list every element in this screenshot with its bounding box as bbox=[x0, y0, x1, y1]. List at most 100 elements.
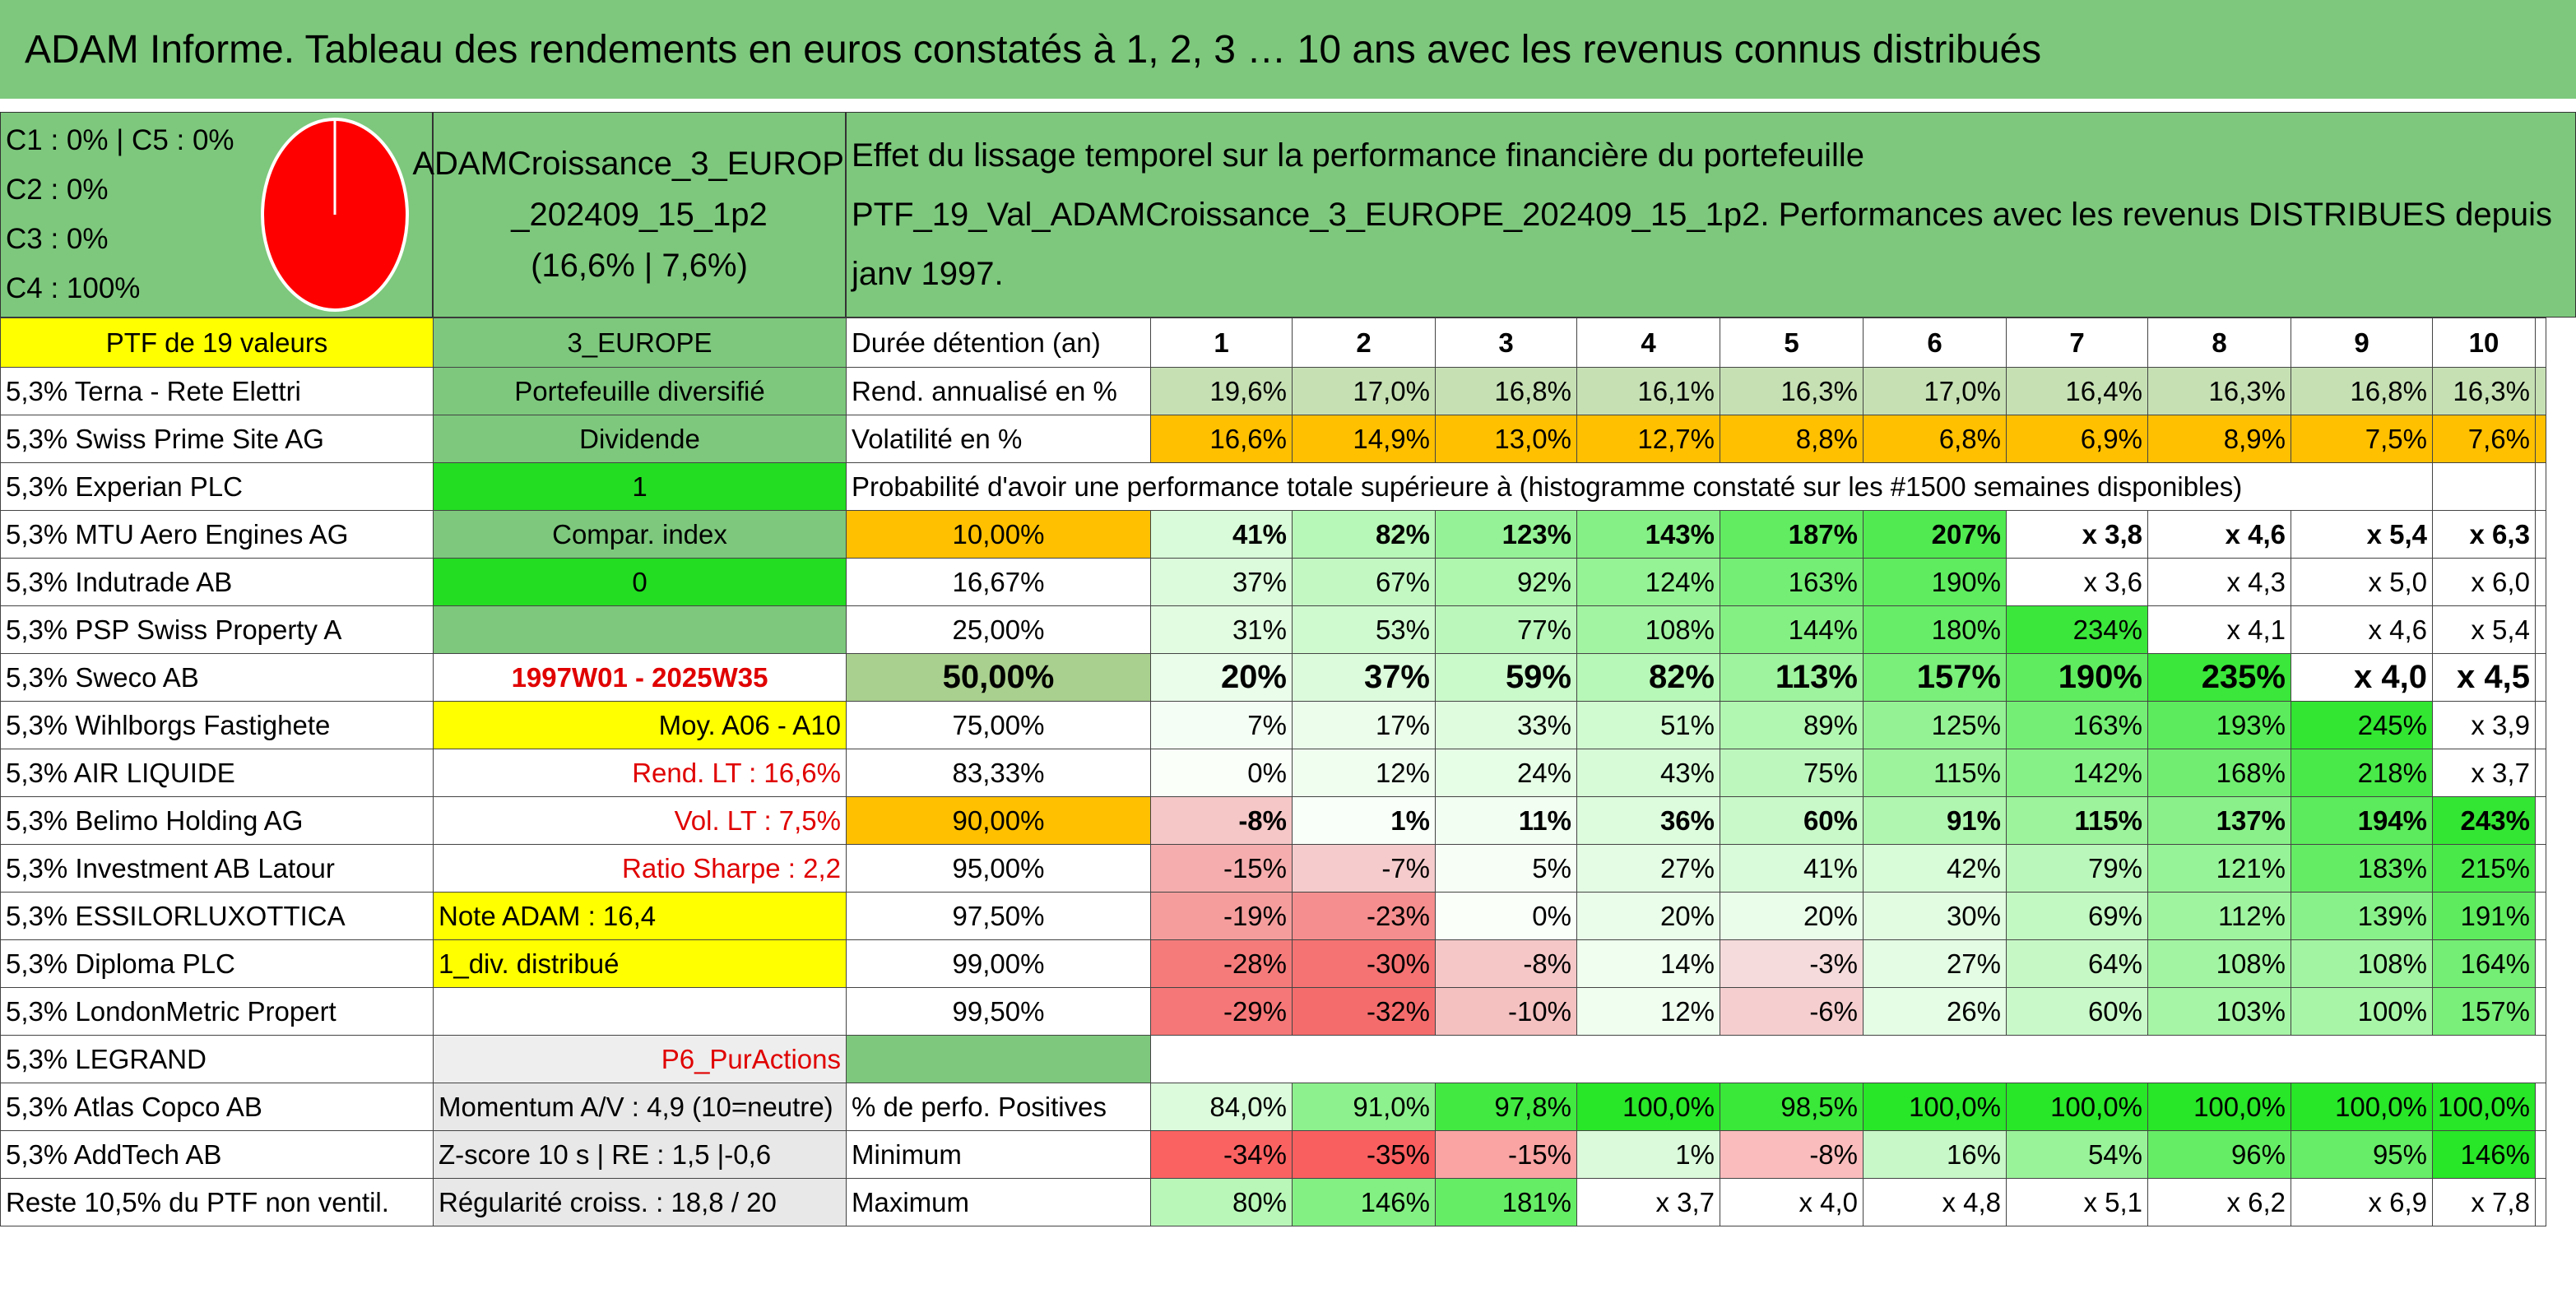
maximum-label: Maximum bbox=[846, 1178, 1151, 1226]
quantile-value: 20% bbox=[1150, 653, 1293, 702]
allocation-c4: C4 : 100% bbox=[6, 272, 141, 304]
holding-name: 5,3% MTU Aero Engines AG bbox=[0, 510, 434, 559]
quantile-value: 125% bbox=[1863, 701, 2007, 749]
quantile-value: 163% bbox=[1720, 558, 1864, 606]
duration-label: Durée détention (an) bbox=[846, 318, 1151, 368]
info-period: 1997W01 - 2025W35 bbox=[433, 653, 847, 702]
minimum-value: 1% bbox=[1576, 1130, 1720, 1179]
quantile-value: 139% bbox=[2291, 892, 2433, 940]
year-header-3: 3 bbox=[1435, 318, 1577, 368]
minimum-value: -35% bbox=[1292, 1130, 1436, 1179]
positives-value: 100,0% bbox=[2432, 1083, 2536, 1131]
quantile-value: 103% bbox=[2147, 987, 2291, 1036]
quantile-value: 194% bbox=[2291, 796, 2433, 845]
holding-name: 5,3% Swiss Prime Site AG bbox=[0, 415, 434, 463]
table-row: 5,3% Diploma PLC 1_div. distribué 99,00% -2… bbox=[0, 939, 2546, 988]
quantile-value: 115% bbox=[1863, 749, 2007, 797]
quantile-label: 25,00% bbox=[846, 605, 1151, 654]
quantile-value: 51% bbox=[1576, 701, 1720, 749]
maximum-value: x 3,7 bbox=[1576, 1178, 1720, 1226]
rend-label: Rend. annualisé en % bbox=[846, 367, 1151, 415]
info-compar-index: Compar. index bbox=[433, 510, 847, 559]
quantile-value: 20% bbox=[1576, 892, 1720, 940]
positives-value: 100,0% bbox=[1576, 1083, 1720, 1131]
quantile-value: -10% bbox=[1435, 987, 1577, 1036]
minimum-value: 16% bbox=[1863, 1130, 2007, 1179]
filler-cell bbox=[2534, 605, 2546, 654]
rend-value: 17,0% bbox=[1863, 367, 2007, 415]
allocation-c3: C3 : 0% bbox=[6, 223, 109, 255]
vol-value: 8,9% bbox=[2147, 415, 2291, 463]
quantile-value: 108% bbox=[2147, 939, 2291, 988]
vol-label: Volatilité en % bbox=[846, 415, 1151, 463]
effect-description-panel: Effet du lissage temporel sur la perform… bbox=[846, 112, 2576, 318]
minimum-label: Minimum bbox=[846, 1130, 1151, 1179]
holding-name: 5,3% ESSILORLUXOTTICA bbox=[0, 892, 434, 940]
positives-value: 100,0% bbox=[1863, 1083, 2007, 1131]
filler-cell bbox=[2534, 1083, 2546, 1131]
quantile-value: 7% bbox=[1150, 701, 1293, 749]
info-momentum: Momentum A/V : 4,9 (10=neutre) bbox=[433, 1083, 847, 1131]
filler-cell bbox=[2534, 987, 2546, 1036]
filler-cell bbox=[2534, 1130, 2546, 1179]
vol-value: 6,8% bbox=[1863, 415, 2007, 463]
info-flag-0: 0 bbox=[433, 558, 847, 606]
quantile-value: 43% bbox=[1576, 749, 1720, 797]
quantile-value: 14% bbox=[1576, 939, 1720, 988]
portfolio-name-panel: ADAMCroissance_3_EUROPE _202409_15_1p2 (… bbox=[412, 112, 866, 318]
minimum-value: 146% bbox=[2432, 1130, 2536, 1179]
maximum-value: x 4,0 bbox=[1720, 1178, 1864, 1226]
quantile-label: 16,67% bbox=[846, 558, 1151, 606]
quantile-value: 0% bbox=[1150, 749, 1293, 797]
quantile-value: x 4,0 bbox=[2291, 653, 2433, 702]
quantile-value: 12% bbox=[1576, 987, 1720, 1036]
filler-cell bbox=[2534, 462, 2546, 511]
filler-cell bbox=[2534, 796, 2546, 845]
year-header-6: 6 bbox=[1863, 318, 2007, 368]
holding-name: 5,3% Indutrade AB bbox=[0, 558, 434, 606]
quantile-value: 243% bbox=[2432, 796, 2536, 845]
quantile-value: 187% bbox=[1720, 510, 1864, 559]
filler-cell bbox=[2534, 701, 2546, 749]
effect-line2: PTF_19_Val_ADAMCroissance_3_EUROPE_20240… bbox=[852, 197, 2552, 292]
quantile-value: 144% bbox=[1720, 605, 1864, 654]
table-row: 5,3% MTU Aero Engines AG Compar. index 10,… bbox=[0, 510, 2546, 559]
quantile-value: 0% bbox=[1435, 892, 1577, 940]
quantile-value: 17% bbox=[1292, 701, 1436, 749]
quantile-value: 245% bbox=[2291, 701, 2433, 749]
year-header-7: 7 bbox=[2006, 318, 2148, 368]
year-header-8: 8 bbox=[2147, 318, 2291, 368]
holding-name: 5,3% AddTech AB bbox=[0, 1130, 434, 1179]
table-row: 5,3% Belimo Holding AG Vol. LT : 7,5% 90,0… bbox=[0, 796, 2546, 845]
quantile-value: 190% bbox=[1863, 558, 2007, 606]
rend-value: 16,8% bbox=[2291, 367, 2433, 415]
quantile-value: x 3,7 bbox=[2432, 749, 2536, 797]
vol-value: 14,9% bbox=[1292, 415, 1436, 463]
quantile-label: 95,00% bbox=[846, 844, 1151, 893]
quantile-value: -23% bbox=[1292, 892, 1436, 940]
maximum-value: x 7,8 bbox=[2432, 1178, 2536, 1226]
positives-value: 100,0% bbox=[2291, 1083, 2433, 1131]
holding-name: 5,3% Terna - Rete Elettri bbox=[0, 367, 434, 415]
maximum-value: x 4,8 bbox=[1863, 1178, 2007, 1226]
quantile-value: 36% bbox=[1576, 796, 1720, 845]
quantile-label: 97,50% bbox=[846, 892, 1151, 940]
maximum-value: x 6,9 bbox=[2291, 1178, 2433, 1226]
quantile-value: 121% bbox=[2147, 844, 2291, 893]
quantile-value: 235% bbox=[2147, 653, 2291, 702]
filler-cell bbox=[2534, 318, 2546, 368]
holding-name: Reste 10,5% du PTF non ventil. bbox=[0, 1178, 434, 1226]
positives-value: 91,0% bbox=[1292, 1083, 1436, 1131]
quantile-value: -7% bbox=[1292, 844, 1436, 893]
blank-green-cell bbox=[846, 1035, 1151, 1083]
info-flag-1: 1 bbox=[433, 462, 847, 511]
info-zscore: Z-score 10 s | RE : 1,5 |-0,6 bbox=[433, 1130, 847, 1179]
quantile-label: 50,00% bbox=[846, 653, 1151, 702]
table-row: 5,3% LondonMetric Propert 99,50% -29% -32% -… bbox=[0, 987, 2546, 1036]
quantile-value: 108% bbox=[2291, 939, 2433, 988]
quantile-value: 69% bbox=[2006, 892, 2148, 940]
maximum-value: x 5,1 bbox=[2006, 1178, 2148, 1226]
holding-name: 5,3% LEGRAND bbox=[0, 1035, 434, 1083]
quantile-value: 30% bbox=[1863, 892, 2007, 940]
quantile-value: -8% bbox=[1435, 939, 1577, 988]
